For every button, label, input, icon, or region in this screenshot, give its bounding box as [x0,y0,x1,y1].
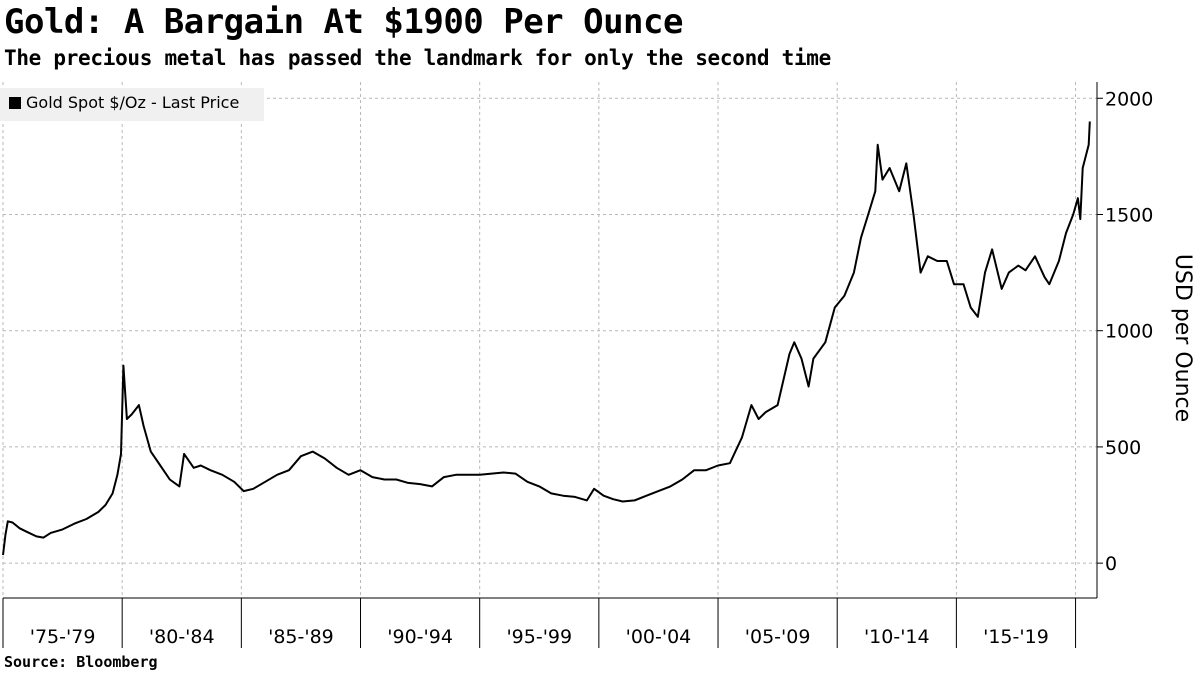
y-tick-label: 1000 [1105,321,1153,343]
legend-swatch [9,97,21,109]
x-tick-label: '95-'99 [506,626,572,648]
x-gridlines [2,82,1077,598]
chart-subtitle: The precious metal has passed the landma… [4,46,831,70]
y-tick-label: 0 [1105,553,1117,575]
legend-background [0,88,264,121]
x-tick-label: '15-'19 [983,626,1049,648]
legend: Gold Spot $/Oz - Last Price [0,88,264,121]
x-tick-label: '05-'09 [745,626,811,648]
x-tick-label: '00-'04 [626,626,692,648]
x-tick-label: '85-'89 [268,626,334,648]
series-line-gold [2,121,1091,556]
y-tick-label: 2000 [1105,88,1153,110]
x-tick-label: '10-'14 [864,626,930,648]
x-tick-label: '80-'84 [149,626,215,648]
y-axis-title: USD per Ounce [1170,254,1195,422]
legend-label: Gold Spot $/Oz - Last Price [26,93,239,112]
x-axis-ticks: '75-'79 '80-'84 '85-'89 '90-'94 '95-'99 '00-'… [2,598,1077,648]
y-axis-ticks: 0 500 1000 1500 2000 [1097,88,1153,575]
chart-title: Gold: A Bargain At $1900 Per Ounce [4,2,683,42]
x-tick-label: '75-'79 [30,626,96,648]
axes [3,82,1098,599]
source-note: Source: Bloomberg [4,653,158,671]
y-tick-label: 1500 [1105,204,1153,226]
y-tick-label: 500 [1105,437,1141,459]
x-tick-label: '90-'94 [387,626,453,648]
